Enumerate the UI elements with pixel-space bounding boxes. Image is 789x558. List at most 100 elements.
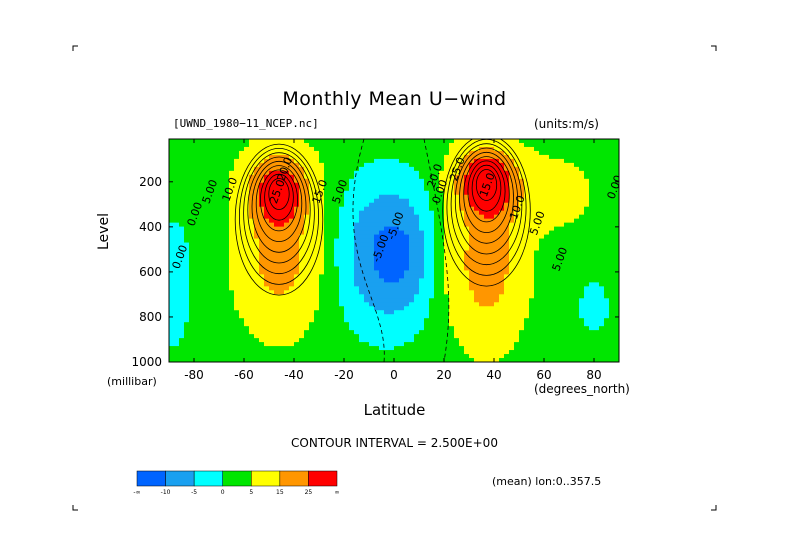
contour-fill-cell: [384, 298, 390, 303]
contour-fill-cell: [414, 174, 420, 180]
contour-fill-cell: [364, 186, 370, 192]
contour-fill-cell: [264, 330, 270, 335]
contour-fill-cell: [279, 218, 285, 224]
contour-fill-cell: [229, 334, 235, 339]
contour-fill-cell: [574, 234, 580, 240]
contour-fill-cell: [194, 214, 200, 220]
contour-fill-cell: [214, 334, 220, 339]
contour-fill-cell: [329, 338, 335, 343]
contour-fill-cell: [259, 234, 265, 240]
contour-fill-cell: [469, 358, 475, 362]
contour-fill-cell: [444, 254, 450, 260]
contour-fill-cell: [369, 278, 375, 283]
contour-fill-cell: [304, 330, 310, 335]
contour-fill-cell: [389, 206, 395, 212]
contour-fill-cell: [289, 322, 295, 327]
contour-fill-cell: [529, 290, 535, 295]
contour-fill-cell: [494, 174, 500, 180]
contour-fill-cell: [554, 162, 560, 168]
contour-fill-cell: [604, 254, 610, 260]
contour-fill-cell: [384, 322, 390, 327]
contour-fill-cell: [404, 210, 410, 216]
contour-fill-cell: [259, 338, 265, 343]
contour-fill-cell: [284, 250, 290, 256]
contour-fill-cell: [319, 346, 325, 351]
contour-fill-cell: [354, 226, 360, 232]
contour-fill-cell: [319, 262, 325, 268]
contour-fill-cell: [314, 306, 320, 311]
contour-fill-cell: [279, 246, 285, 252]
contour-fill-cell: [409, 206, 415, 212]
contour-fill-cell: [364, 222, 370, 228]
contour-fill-cell: [389, 318, 395, 323]
contour-fill-cell: [574, 178, 580, 184]
contour-fill-cell: [339, 310, 345, 315]
contour-fill-cell: [184, 350, 190, 355]
contour-fill-cell: [599, 246, 605, 252]
contour-fill-cell: [339, 142, 345, 148]
contour-fill-cell: [179, 318, 185, 323]
contour-fill-cell: [169, 226, 175, 232]
contour-fill-cell: [259, 282, 265, 287]
contour-fill-cell: [589, 218, 595, 224]
contour-fill-cell: [429, 294, 435, 299]
contour-fill-cell: [404, 286, 410, 291]
contour-fill-cell: [224, 190, 230, 196]
contour-fill-cell: [294, 266, 300, 272]
contour-fill-cell: [409, 342, 415, 347]
contour-fill-cell: [294, 250, 300, 256]
contour-fill-cell: [459, 246, 465, 252]
contour-fill-cell: [399, 194, 405, 200]
contour-fill-cell: [299, 306, 305, 311]
contour-fill-cell: [234, 162, 240, 168]
contour-fill-cell: [354, 266, 360, 272]
contour-fill-cell: [439, 174, 445, 180]
contour-fill-cell: [349, 314, 355, 319]
contour-fill-cell: [594, 342, 600, 347]
contour-fill-cell: [374, 298, 380, 303]
contour-fill-cell: [424, 318, 430, 323]
contour-fill-cell: [349, 178, 355, 184]
contour-fill-cell: [264, 342, 270, 347]
contour-fill-cell: [169, 214, 175, 220]
contour-fill-cell: [284, 170, 290, 176]
contour-fill-cell: [469, 290, 475, 295]
contour-fill-cell: [574, 242, 580, 248]
contour-fill-cell: [604, 302, 610, 307]
contour-fill-cell: [479, 166, 485, 172]
contour-fill-cell: [394, 318, 400, 323]
contour-fill-cell: [494, 162, 500, 168]
contour-fill-cell: [549, 206, 555, 212]
contour-fill-cell: [379, 198, 385, 204]
contour-fill-cell: [554, 354, 560, 359]
contour-fill-cell: [464, 178, 470, 184]
contour-fill-cell: [519, 354, 525, 359]
contour-fill-cell: [504, 326, 510, 331]
contour-fill-cell: [454, 150, 460, 156]
contour-fill-cell: [364, 182, 370, 188]
contour-fill-cell: [389, 182, 395, 188]
contour-fill-cell: [529, 238, 535, 244]
contour-fill-cell: [194, 242, 200, 248]
contour-fill-cell: [269, 322, 275, 327]
contour-fill-cell: [484, 306, 490, 311]
contour-fill-cell: [589, 178, 595, 184]
contour-fill-cell: [354, 330, 360, 335]
contour-fill-cell: [269, 262, 275, 268]
contour-fill-cell: [294, 198, 300, 204]
contour-fill-cell: [604, 230, 610, 236]
contour-fill-cell: [239, 270, 245, 275]
contour-fill-cell: [589, 202, 595, 208]
contour-fill-cell: [524, 250, 530, 256]
contour-fill-cell: [474, 330, 480, 335]
contour-fill-cell: [284, 238, 290, 244]
contour-fill-cell: [219, 242, 225, 248]
y-axis-units: (millibar): [107, 375, 157, 388]
contour-fill-cell: [399, 254, 405, 260]
contour-fill-cell: [609, 290, 615, 295]
contour-fill-cell: [404, 346, 410, 351]
contour-fill-cell: [214, 214, 220, 220]
contour-fill-cell: [494, 258, 500, 264]
contour-fill-cell: [454, 186, 460, 192]
contour-fill-cell: [329, 266, 335, 272]
